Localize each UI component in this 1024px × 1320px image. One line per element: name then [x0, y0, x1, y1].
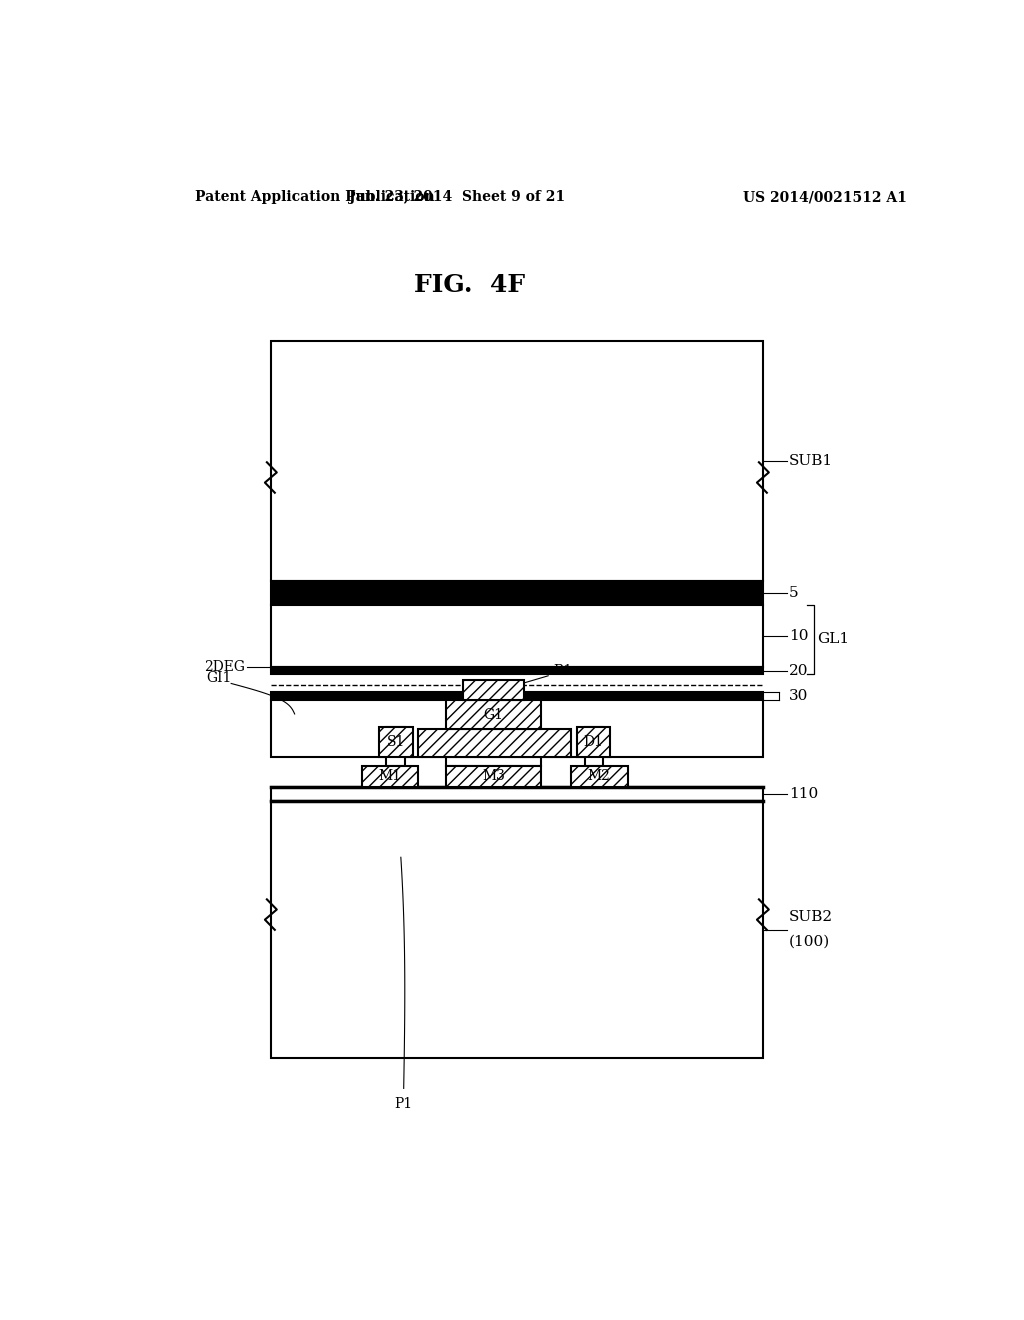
Polygon shape — [463, 680, 524, 700]
Bar — [361, 766, 419, 787]
Text: D1: D1 — [584, 735, 603, 748]
Text: P1: P1 — [394, 1097, 413, 1110]
Bar — [270, 581, 763, 605]
Bar — [270, 801, 763, 1057]
Bar — [270, 693, 763, 700]
Bar — [270, 342, 763, 581]
Text: FIG.  4F: FIG. 4F — [414, 273, 525, 297]
Text: G1: G1 — [483, 708, 504, 722]
Text: 110: 110 — [790, 787, 818, 801]
Bar — [270, 787, 763, 801]
Text: SUB2: SUB2 — [790, 911, 834, 924]
Text: S1: S1 — [387, 735, 406, 748]
Bar — [270, 700, 763, 756]
Bar — [445, 766, 542, 787]
Bar — [270, 668, 763, 673]
Text: R1: R1 — [505, 664, 573, 689]
Text: GI1: GI1 — [206, 672, 231, 685]
Text: 5: 5 — [790, 586, 799, 601]
Bar — [386, 727, 404, 766]
Bar — [270, 605, 763, 668]
Bar — [585, 727, 603, 766]
Text: 20: 20 — [790, 664, 809, 677]
Text: Patent Application Publication: Patent Application Publication — [196, 190, 435, 205]
Text: GL1: GL1 — [817, 632, 849, 647]
Text: 2DEG: 2DEG — [204, 660, 245, 675]
Text: 10: 10 — [790, 630, 809, 643]
Text: US 2014/0021512 A1: US 2014/0021512 A1 — [743, 190, 907, 205]
Bar — [577, 727, 610, 756]
Text: Jan. 23, 2014  Sheet 9 of 21: Jan. 23, 2014 Sheet 9 of 21 — [349, 190, 565, 205]
Bar — [379, 727, 413, 756]
Bar — [445, 756, 542, 766]
Text: SUB1: SUB1 — [790, 454, 834, 469]
Text: M1: M1 — [379, 770, 401, 783]
Text: (100): (100) — [790, 935, 830, 949]
Polygon shape — [419, 730, 571, 756]
Text: 30: 30 — [790, 689, 808, 704]
Text: M3: M3 — [482, 770, 505, 783]
Text: M2: M2 — [588, 770, 610, 783]
Polygon shape — [445, 700, 542, 730]
Bar — [571, 766, 628, 787]
